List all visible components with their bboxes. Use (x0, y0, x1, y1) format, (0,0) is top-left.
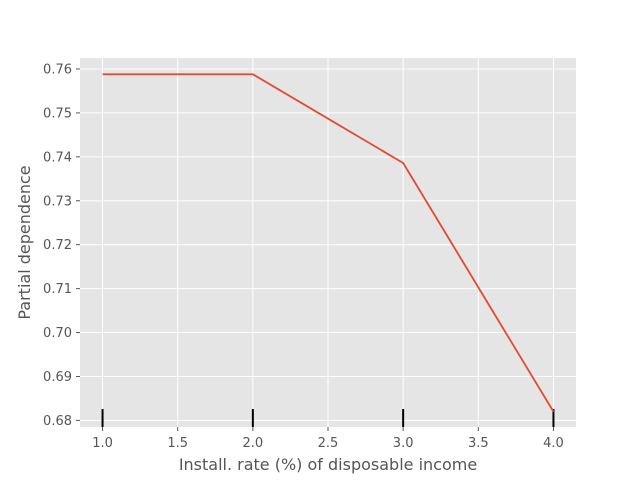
x-tick-label: 1.0 (92, 436, 113, 451)
x-tick-labels: 1.0 1.5 2.0 2.5 3.0 3.5 4.0 (92, 427, 564, 451)
x-tick-label: 4.0 (543, 436, 564, 451)
rug-marks (101, 409, 555, 427)
y-tick-label: 0.69 (43, 370, 72, 385)
y-tick-label: 0.71 (43, 282, 72, 297)
x-tick-label: 1.5 (167, 436, 188, 451)
y-tick-label: 0.72 (43, 238, 72, 253)
y-tick-label: 0.74 (43, 150, 72, 165)
x-tick-label: 2.0 (243, 436, 264, 451)
series-lines (102, 73, 555, 413)
y-tick-label: 0.76 (43, 62, 72, 77)
y-tick-label: 0.70 (43, 326, 72, 341)
y-tick-label: 0.75 (43, 106, 72, 121)
x-tick-label: 3.5 (468, 436, 489, 451)
grid-lines (80, 58, 576, 427)
y-tick-label: 0.73 (43, 194, 72, 209)
y-axis-label: Partial dependence (15, 165, 34, 319)
x-axis-label: Install. rate (%) of disposable income (179, 455, 477, 474)
x-tick-label: 3.0 (393, 436, 414, 451)
y-tick-labels: 0.68 0.69 0.70 0.71 0.72 0.73 0.74 0.75 0.76 (43, 62, 80, 429)
x-tick-label: 2.5 (318, 436, 339, 451)
series-line (102, 73, 555, 413)
y-tick-label: 0.68 (43, 414, 72, 429)
